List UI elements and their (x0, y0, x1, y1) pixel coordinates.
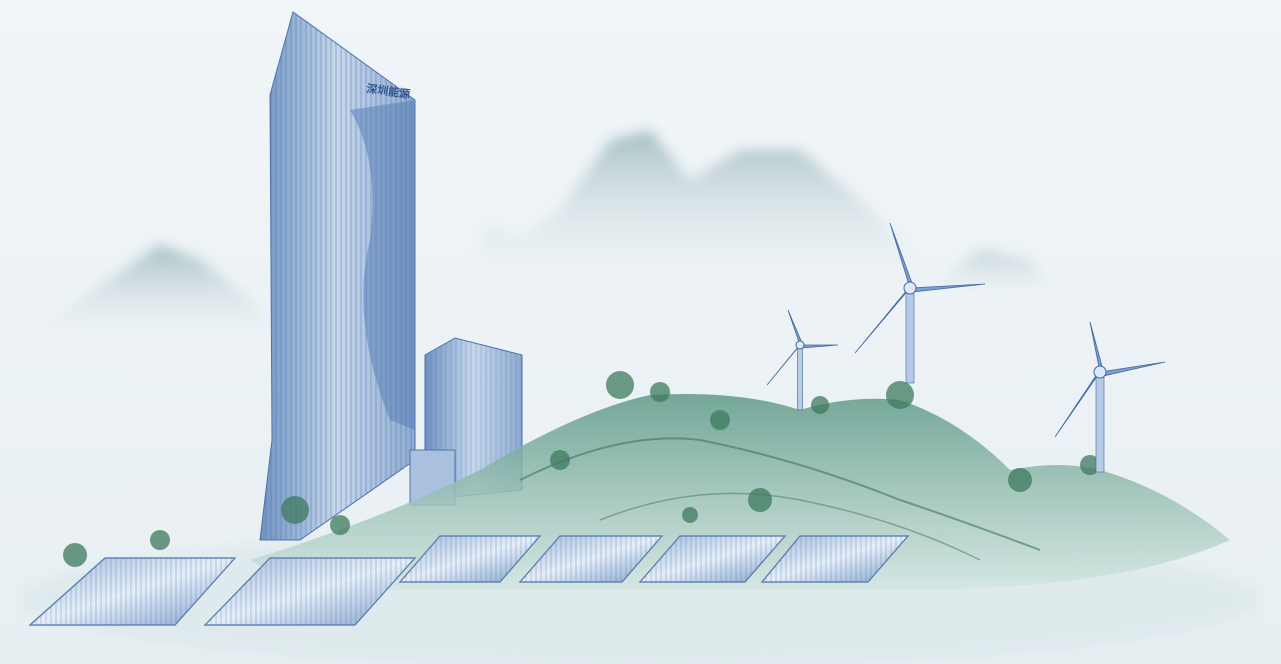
tower: 深圳能源 (259, 11, 416, 541)
building-sign: 深圳能源 (366, 81, 412, 101)
distant-mountains (10, 130, 1060, 345)
solar-panels (28, 535, 910, 626)
wind-turbines (766, 222, 1166, 473)
